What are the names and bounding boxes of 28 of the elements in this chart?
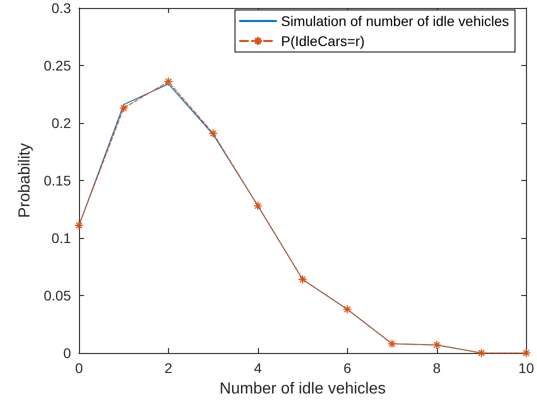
point	[476, 348, 486, 358]
legend-label: P(IdleCars=r)	[280, 33, 365, 49]
point	[387, 339, 397, 348]
x-tick-label: 0	[75, 360, 84, 376]
point	[119, 103, 128, 113]
point	[298, 274, 308, 284]
x-axis-title: Number of idle vehicles	[219, 380, 386, 398]
point	[164, 77, 174, 86]
y-tick-label: 0.2	[52, 115, 72, 131]
x-tick-label: 4	[254, 360, 262, 376]
y-tick-label: 0.15	[44, 172, 72, 188]
y-tick-label: 0.3	[52, 0, 72, 16]
point	[342, 304, 352, 314]
point	[74, 220, 84, 230]
y-tick-label: 0.1	[52, 230, 72, 246]
point	[253, 201, 262, 210]
x-tick-label: 2	[164, 360, 173, 376]
y-tick-label: 0.25	[44, 58, 72, 74]
y-tick-label: 0.05	[44, 288, 72, 304]
x-tick-label: 8	[432, 360, 441, 376]
y-axis-title: Probability	[16, 143, 34, 218]
point	[522, 348, 531, 358]
y-tick-label: 0	[63, 345, 72, 361]
x-tick-label: 6	[343, 360, 352, 376]
x-tick-label: 10	[518, 360, 534, 376]
legend-label: Simulation of number of idle vehicles	[280, 13, 510, 29]
point	[208, 128, 218, 138]
point	[432, 340, 442, 350]
